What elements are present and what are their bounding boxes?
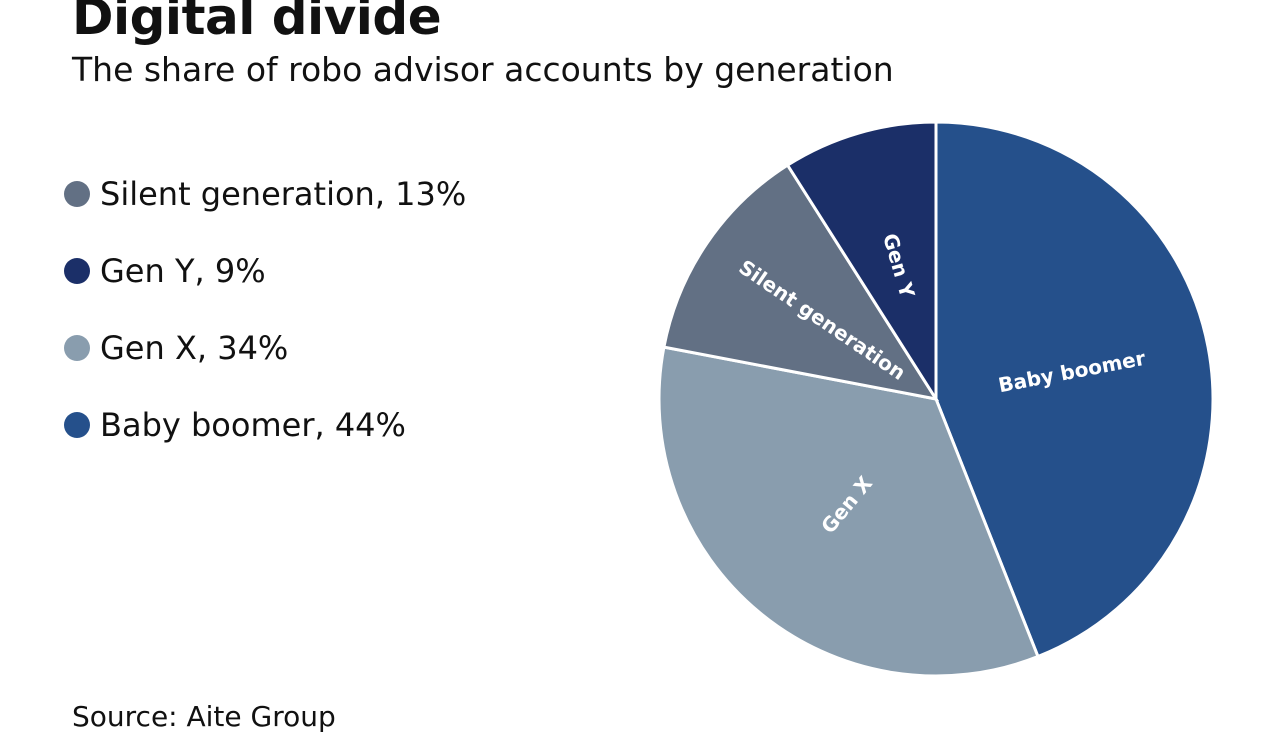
- legend-item-gen-x: Gen X, 34%: [64, 309, 466, 386]
- pie-slice-gen-x: [657, 345, 1040, 678]
- legend-swatch: [64, 411, 90, 438]
- legend-label: Gen Y, 9%: [100, 251, 266, 290]
- pie-slice-silent-generation: [662, 163, 940, 402]
- pie-slice-gen-y: [785, 120, 938, 405]
- chart-subtitle: The share of robo advisor accounts by ge…: [72, 50, 894, 89]
- legend: Silent generation, 13% Gen Y, 9% Gen X, …: [64, 155, 466, 463]
- legend-swatch: [64, 257, 90, 284]
- legend-item-baby-boomer: Baby boomer, 44%: [64, 386, 466, 463]
- chart-title: Digital divide: [72, 0, 442, 46]
- legend-label: Gen X, 34%: [100, 328, 289, 367]
- legend-item-silent-generation: Silent generation, 13%: [64, 155, 466, 232]
- legend-label: Silent generation, 13%: [100, 174, 467, 213]
- legend-item-gen-y: Gen Y, 9%: [64, 232, 466, 309]
- legend-swatch: [64, 334, 90, 361]
- legend-swatch: [64, 180, 90, 207]
- legend-label: Baby boomer, 44%: [100, 405, 406, 444]
- pie-slice-baby-boomer: [934, 120, 1215, 659]
